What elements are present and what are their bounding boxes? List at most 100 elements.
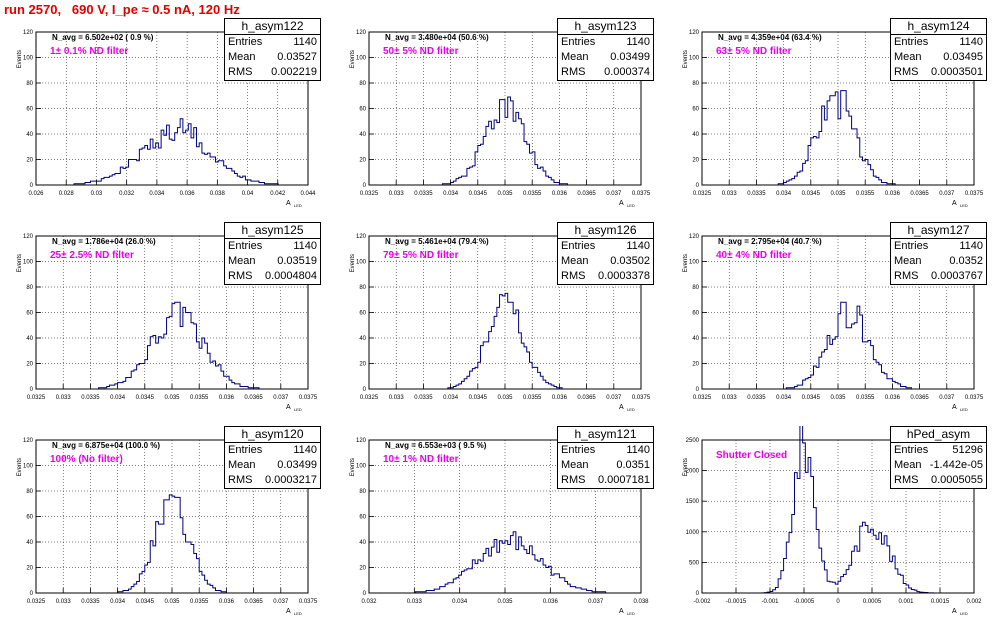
y-tick-label: 100 bbox=[689, 56, 700, 62]
y-tick-label: 80 bbox=[26, 489, 33, 495]
stat-value: 0.0003217 bbox=[265, 474, 317, 486]
stat-label: Mean bbox=[228, 255, 256, 267]
filter-note: 10± 1% ND filter bbox=[383, 454, 459, 465]
stat-value: -1.442e-05 bbox=[929, 459, 983, 471]
stat-label: Entries bbox=[561, 240, 596, 252]
x-tick-label: 0.037 bbox=[273, 599, 289, 605]
x-tick-label: 0.0355 bbox=[523, 395, 542, 401]
y-tick-label: 2000 bbox=[686, 469, 700, 475]
x-tick-label: 0.0345 bbox=[802, 395, 821, 401]
x-tick-label: 0.0355 bbox=[856, 395, 875, 401]
x-tick-label: 0.0375 bbox=[965, 191, 984, 197]
stat-value: 1140 bbox=[959, 36, 983, 48]
stat-value: 0.03519 bbox=[277, 255, 317, 267]
histogram-pad-h_asym120: 0.0325 0.033 0.0335 0.034 0.0345 0.035 0.0355 0… bbox=[0, 426, 330, 622]
stat-row-rms: RMS 0.0003378 bbox=[558, 269, 653, 284]
y-tick-label: 0 bbox=[30, 387, 34, 393]
y-tick-label: 0 bbox=[696, 183, 700, 189]
y-tick-label: 80 bbox=[359, 81, 366, 87]
x-tick-label: 0.036 bbox=[885, 191, 901, 197]
y-tick-label: 1500 bbox=[686, 499, 700, 505]
stat-value: 0.000374 bbox=[604, 66, 650, 78]
histogram-pad-hPed_asym: -0.002 -0.0015 -0.001 -0.0005 0 0.0005 0.001 0.… bbox=[666, 426, 996, 622]
x-tick-label: 0.0375 bbox=[299, 599, 318, 605]
stat-row-entries: Entries 51296 bbox=[891, 443, 986, 458]
x-tick-label: 0.035 bbox=[497, 395, 513, 401]
stat-label: Mean bbox=[561, 51, 589, 63]
stat-row-entries: Entries 1140 bbox=[225, 239, 320, 254]
histogram-line bbox=[702, 426, 974, 594]
y-tick-label: 0 bbox=[696, 387, 700, 393]
y-tick-label: 60 bbox=[359, 107, 366, 113]
stat-value: 0.0004804 bbox=[265, 270, 317, 282]
stat-label: RMS bbox=[561, 66, 586, 78]
stat-label: Entries bbox=[228, 36, 263, 48]
x-tick-label: 0.037 bbox=[606, 395, 622, 401]
x-tick-label: 0.0325 bbox=[693, 395, 712, 401]
stat-row-mean: Mean 0.03519 bbox=[225, 254, 320, 269]
y-tick-label: 60 bbox=[26, 515, 33, 521]
x-tick-label: 0.033 bbox=[722, 395, 738, 401]
stat-box-title: hPed_asym bbox=[891, 427, 986, 443]
y-axis-label: Events bbox=[17, 50, 23, 68]
filter-note: 40± 4% ND filter bbox=[716, 250, 792, 261]
x-axis-sublabel: LED bbox=[960, 203, 968, 208]
histogram-svg: 0.0325 0.033 0.0335 0.034 0.0345 0.035 0.0355 0… bbox=[17, 438, 318, 616]
histogram-line bbox=[36, 301, 308, 390]
y-axis-label: Events bbox=[350, 458, 356, 476]
stat-label: Entries bbox=[228, 240, 263, 252]
stat-box-title: h_asym123 bbox=[558, 19, 653, 35]
navg-label: N_avg = 6.502e+02 ( 0.9 %) bbox=[52, 33, 154, 42]
x-tick-label: 0.036 bbox=[180, 191, 196, 197]
x-tick-label: 0.0335 bbox=[747, 395, 766, 401]
navg-label: N_avg = 6.875e+04 (100.0 %) bbox=[52, 441, 161, 450]
y-tick-label: 20 bbox=[26, 158, 33, 164]
histogram-svg: 0.0325 0.033 0.0335 0.034 0.0345 0.035 0.0355 0… bbox=[683, 30, 984, 208]
x-tick-label: 0.0355 bbox=[856, 191, 875, 197]
histogram-svg: 0.026 0.028 0.03 0.032 0.034 0.036 0.038 0.04 0.… bbox=[17, 30, 316, 208]
x-tick-label: 0.0345 bbox=[136, 599, 155, 605]
x-axis-sublabel: LED bbox=[627, 203, 635, 208]
x-axis-sublabel: LED bbox=[294, 611, 302, 616]
x-tick-label: 0.0375 bbox=[632, 191, 651, 197]
x-tick-label: 0.038 bbox=[210, 191, 226, 197]
histogram-svg: 0.0325 0.033 0.0335 0.034 0.0345 0.035 0.0355 0… bbox=[17, 234, 318, 412]
stat-value: 0.0003378 bbox=[598, 270, 650, 282]
histogram-svg: -0.002 -0.0015 -0.001 -0.0005 0 0.0005 0.001 0.… bbox=[683, 426, 982, 616]
x-tick-label: 0.0355 bbox=[523, 191, 542, 197]
x-tick-label: 0.0325 bbox=[360, 395, 379, 401]
y-tick-label: 120 bbox=[23, 438, 34, 444]
histogram-svg: 0.0325 0.033 0.0335 0.034 0.0345 0.035 0.0355 0… bbox=[683, 234, 984, 412]
histogram-pad-h_asym125: 0.0325 0.033 0.0335 0.034 0.0345 0.035 0.0355 0… bbox=[0, 222, 330, 427]
stat-box: h_asym122 Entries 1140 Mean 0.03527 RMS 0.0022… bbox=[224, 18, 321, 81]
x-axis-label: A bbox=[952, 200, 957, 207]
stat-label: RMS bbox=[894, 66, 919, 78]
stat-label: RMS bbox=[894, 270, 919, 282]
x-tick-label: 0.0345 bbox=[136, 395, 155, 401]
y-tick-label: 100 bbox=[356, 260, 367, 266]
y-axis-label: Events bbox=[17, 458, 23, 476]
stat-label: Mean bbox=[894, 255, 922, 267]
histogram-svg: 0.0325 0.033 0.0335 0.034 0.0345 0.035 0.0355 0… bbox=[350, 234, 651, 412]
x-tick-label: 0.0325 bbox=[360, 191, 379, 197]
stat-value: 1140 bbox=[959, 240, 983, 252]
y-tick-label: 40 bbox=[359, 132, 366, 138]
y-tick-label: 40 bbox=[26, 336, 33, 342]
x-axis-sublabel: LED bbox=[294, 203, 302, 208]
x-tick-label: 0.037 bbox=[273, 395, 289, 401]
navg-label: N_avg = 4.359e+04 (63.4 %) bbox=[718, 33, 822, 42]
x-tick-label: 0.0325 bbox=[693, 191, 712, 197]
x-axis-sublabel: LED bbox=[627, 407, 635, 412]
x-tick-label: 0.037 bbox=[588, 599, 604, 605]
stat-label: RMS bbox=[228, 66, 253, 78]
stat-value: 0.002219 bbox=[271, 66, 317, 78]
x-tick-label: 0.035 bbox=[164, 599, 180, 605]
x-tick-label: 0.036 bbox=[219, 395, 235, 401]
y-tick-label: 120 bbox=[23, 234, 34, 240]
x-tick-label: 0.034 bbox=[110, 599, 126, 605]
stat-label: Entries bbox=[561, 36, 596, 48]
filter-note: 50± 5% ND filter bbox=[383, 46, 459, 57]
stat-label: RMS bbox=[894, 474, 919, 486]
x-tick-label: 0.001 bbox=[898, 599, 914, 605]
stat-box: h_asym123 Entries 1140 Mean 0.03499 RMS 0.0003… bbox=[557, 18, 654, 81]
